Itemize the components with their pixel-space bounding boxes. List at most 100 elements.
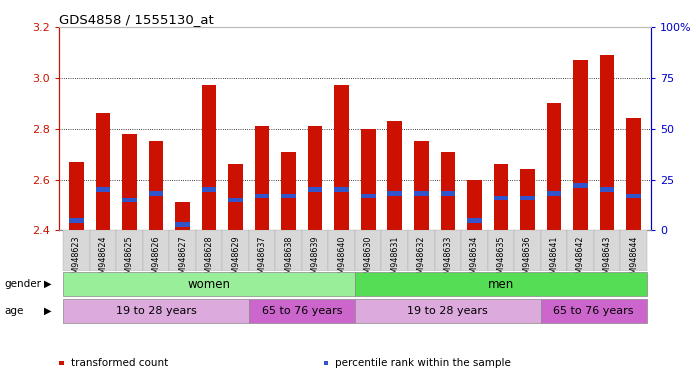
Bar — [228, 198, 243, 202]
Text: GSM948628: GSM948628 — [205, 235, 214, 284]
Bar — [249, 299, 355, 323]
Bar — [334, 85, 349, 230]
Bar — [388, 192, 402, 196]
Bar — [574, 60, 587, 230]
Bar — [149, 141, 164, 230]
Bar — [567, 230, 594, 271]
Bar — [620, 230, 647, 271]
Text: transformed count: transformed count — [71, 358, 168, 368]
Bar — [361, 194, 376, 198]
Text: GSM948629: GSM948629 — [231, 235, 240, 284]
Bar — [355, 272, 647, 296]
Bar — [63, 299, 249, 323]
Bar — [408, 230, 434, 271]
Bar — [329, 230, 355, 271]
Text: GSM948636: GSM948636 — [523, 235, 532, 284]
Text: GSM948630: GSM948630 — [364, 235, 373, 284]
Text: GDS4858 / 1555130_at: GDS4858 / 1555130_at — [59, 13, 214, 26]
Bar — [414, 141, 429, 230]
Bar — [355, 299, 541, 323]
Text: women: women — [187, 278, 230, 291]
Bar — [308, 126, 322, 230]
Bar — [122, 134, 136, 230]
Bar — [175, 202, 190, 230]
Text: GSM948641: GSM948641 — [549, 235, 558, 284]
Bar — [202, 187, 216, 192]
Bar — [514, 230, 541, 271]
Bar — [594, 230, 620, 271]
Bar — [441, 192, 455, 196]
Bar — [626, 194, 641, 198]
Bar — [281, 194, 296, 198]
Text: age: age — [5, 306, 24, 316]
Text: GSM948633: GSM948633 — [443, 235, 452, 284]
Bar — [249, 230, 276, 271]
Text: GSM948639: GSM948639 — [310, 235, 319, 284]
Bar — [381, 230, 408, 271]
Bar — [228, 164, 243, 230]
Bar — [69, 218, 84, 222]
Bar — [202, 85, 216, 230]
Text: GSM948631: GSM948631 — [390, 235, 400, 284]
Text: 19 to 28 years: 19 to 28 years — [116, 306, 196, 316]
Bar — [361, 129, 376, 230]
Bar — [520, 195, 535, 200]
Bar — [600, 187, 615, 192]
Text: 65 to 76 years: 65 to 76 years — [262, 306, 342, 316]
Bar — [467, 179, 482, 230]
Text: ▶: ▶ — [44, 279, 52, 289]
Bar — [600, 55, 615, 230]
Text: percentile rank within the sample: percentile rank within the sample — [335, 358, 511, 368]
Text: GSM948624: GSM948624 — [98, 235, 107, 284]
Bar — [196, 230, 222, 271]
Bar — [143, 230, 169, 271]
Bar — [95, 187, 110, 192]
Text: men: men — [488, 278, 514, 291]
Bar — [281, 152, 296, 230]
Bar — [63, 272, 355, 296]
Bar — [546, 103, 561, 230]
Text: GSM948634: GSM948634 — [470, 235, 479, 284]
Text: GSM948635: GSM948635 — [496, 235, 505, 284]
Bar — [308, 187, 322, 192]
Bar — [116, 230, 143, 271]
Text: GSM948627: GSM948627 — [178, 235, 187, 284]
Bar — [434, 230, 461, 271]
Bar — [441, 152, 455, 230]
Text: GSM948623: GSM948623 — [72, 235, 81, 284]
Bar — [63, 230, 90, 271]
Bar — [255, 126, 269, 230]
Bar — [69, 162, 84, 230]
Bar — [574, 183, 587, 188]
Text: GSM948644: GSM948644 — [629, 235, 638, 284]
Bar — [626, 119, 641, 230]
Bar — [493, 195, 508, 200]
Text: GSM948643: GSM948643 — [603, 235, 612, 284]
Text: GSM948625: GSM948625 — [125, 235, 134, 284]
Bar — [175, 222, 190, 227]
Text: GSM948632: GSM948632 — [417, 235, 426, 284]
Bar — [334, 187, 349, 192]
Bar — [461, 230, 488, 271]
Text: GSM948626: GSM948626 — [152, 235, 161, 284]
Bar — [302, 230, 329, 271]
Text: 19 to 28 years: 19 to 28 years — [407, 306, 488, 316]
Bar — [414, 192, 429, 196]
Bar — [488, 230, 514, 271]
Text: GSM948642: GSM948642 — [576, 235, 585, 284]
Text: gender: gender — [5, 279, 42, 289]
Text: GSM948640: GSM948640 — [337, 235, 346, 284]
Bar — [467, 218, 482, 222]
Text: GSM948638: GSM948638 — [284, 235, 293, 284]
Bar — [95, 113, 110, 230]
Text: 65 to 76 years: 65 to 76 years — [553, 306, 634, 316]
Text: ▶: ▶ — [44, 306, 52, 316]
Bar — [541, 230, 567, 271]
Bar — [541, 299, 647, 323]
Bar — [222, 230, 249, 271]
Text: GSM948637: GSM948637 — [258, 235, 267, 284]
Bar — [149, 192, 164, 196]
Bar — [169, 230, 196, 271]
Bar — [276, 230, 302, 271]
Bar — [493, 164, 508, 230]
